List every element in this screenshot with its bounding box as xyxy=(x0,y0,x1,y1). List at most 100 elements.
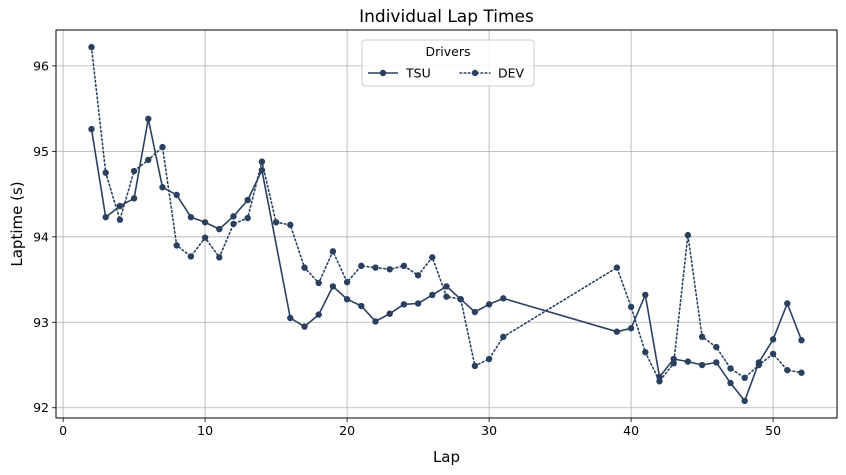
data-point-tsu xyxy=(400,301,408,308)
data-point-dev xyxy=(187,253,195,260)
data-point-dev xyxy=(485,355,493,363)
data-point-dev xyxy=(287,221,294,229)
y-axis-label: Laptime (s) xyxy=(8,181,26,266)
data-point-tsu xyxy=(315,311,322,318)
data-point-dev xyxy=(627,303,635,311)
data-point-dev xyxy=(414,272,422,279)
data-point-dev xyxy=(216,254,223,261)
data-point-dev xyxy=(769,350,777,358)
x-tick-label: 10 xyxy=(197,423,213,438)
data-point-dev xyxy=(230,220,237,228)
series-tsu xyxy=(88,115,805,405)
data-point-dev xyxy=(400,262,408,270)
data-point-tsu xyxy=(727,379,734,387)
data-point-tsu xyxy=(613,328,621,335)
data-point-dev xyxy=(329,248,337,255)
data-point-tsu xyxy=(698,361,706,369)
data-point-tsu xyxy=(173,191,180,199)
data-point-dev xyxy=(784,366,791,374)
data-point-tsu xyxy=(372,318,379,325)
y-tick-label: 93 xyxy=(33,315,49,330)
data-point-tsu xyxy=(145,115,152,123)
data-point-dev xyxy=(201,234,209,241)
data-point-tsu xyxy=(642,291,649,299)
data-point-tsu xyxy=(500,295,507,302)
y-tick-label: 92 xyxy=(33,400,49,415)
data-point-tsu xyxy=(741,397,748,405)
legend-marker-tsu xyxy=(379,69,387,77)
data-point-dev xyxy=(145,156,152,164)
data-point-dev xyxy=(173,242,180,249)
data-point-tsu xyxy=(159,184,166,191)
series-layer xyxy=(88,43,805,405)
legend-entries: TSU DEV xyxy=(368,66,525,81)
data-point-tsu xyxy=(713,359,720,366)
data-point-dev xyxy=(443,293,450,300)
axis-ticks: 0 10 20 30 40 50 92 93 94 95 96 xyxy=(33,58,781,438)
data-point-tsu xyxy=(443,283,450,290)
data-point-tsu xyxy=(784,300,791,307)
data-point-tsu xyxy=(343,296,351,303)
data-point-tsu xyxy=(230,213,237,220)
data-point-dev xyxy=(315,279,322,287)
chart-title: Individual Lap Times xyxy=(359,7,534,27)
legend-box xyxy=(361,39,535,87)
data-point-dev xyxy=(372,264,379,271)
legend-title: Drivers xyxy=(426,44,471,59)
legend-label-tsu: TSU xyxy=(405,66,431,81)
data-point-tsu xyxy=(287,314,294,322)
data-point-dev xyxy=(727,365,734,372)
x-tick-label: 20 xyxy=(339,423,355,438)
data-point-tsu xyxy=(130,195,138,202)
data-point-tsu xyxy=(201,219,209,226)
data-point-dev xyxy=(741,374,748,382)
x-tick-label: 0 xyxy=(59,423,67,438)
data-point-dev xyxy=(429,254,436,261)
data-point-dev xyxy=(258,158,266,165)
x-axis-label: Lap xyxy=(433,448,460,466)
plot-frame xyxy=(55,29,838,419)
data-point-tsu xyxy=(102,213,109,221)
data-point-dev xyxy=(358,262,365,270)
data-point-dev xyxy=(301,264,308,271)
data-point-dev xyxy=(798,369,805,376)
data-point-tsu xyxy=(485,301,493,308)
data-point-dev xyxy=(670,360,677,367)
data-point-dev xyxy=(159,143,166,151)
data-point-dev xyxy=(500,333,507,341)
legend-label-dev: DEV xyxy=(498,66,525,81)
data-point-tsu xyxy=(414,300,422,307)
legend-marker-dev xyxy=(471,69,479,77)
data-point-tsu xyxy=(798,337,805,344)
data-point-dev xyxy=(88,43,95,51)
y-tick-label: 96 xyxy=(33,58,49,73)
y-tick-label: 95 xyxy=(33,144,49,159)
data-point-tsu xyxy=(216,225,223,233)
legend: Drivers TSU DEV xyxy=(361,39,535,87)
data-point-tsu xyxy=(627,325,635,332)
data-point-tsu xyxy=(116,202,124,210)
data-point-tsu xyxy=(187,213,195,221)
series-dev xyxy=(88,43,805,385)
data-point-dev xyxy=(130,167,138,175)
data-point-dev xyxy=(713,343,720,351)
x-tick-label: 40 xyxy=(623,423,639,438)
data-point-dev xyxy=(116,216,124,223)
data-point-dev xyxy=(102,169,109,176)
data-point-dev xyxy=(244,214,251,222)
x-tick-label: 50 xyxy=(765,423,781,438)
data-point-dev xyxy=(656,378,663,385)
series-line-dev xyxy=(90,46,803,383)
data-point-tsu xyxy=(429,291,436,299)
data-point-dev xyxy=(471,362,479,370)
data-point-tsu xyxy=(471,308,479,316)
data-point-tsu xyxy=(358,302,365,310)
data-point-tsu xyxy=(684,358,692,365)
data-point-dev xyxy=(684,231,692,239)
data-point-dev xyxy=(343,278,351,286)
data-point-tsu xyxy=(769,336,777,343)
data-point-tsu xyxy=(329,283,337,290)
data-point-dev xyxy=(698,333,706,341)
data-point-tsu xyxy=(301,323,308,330)
